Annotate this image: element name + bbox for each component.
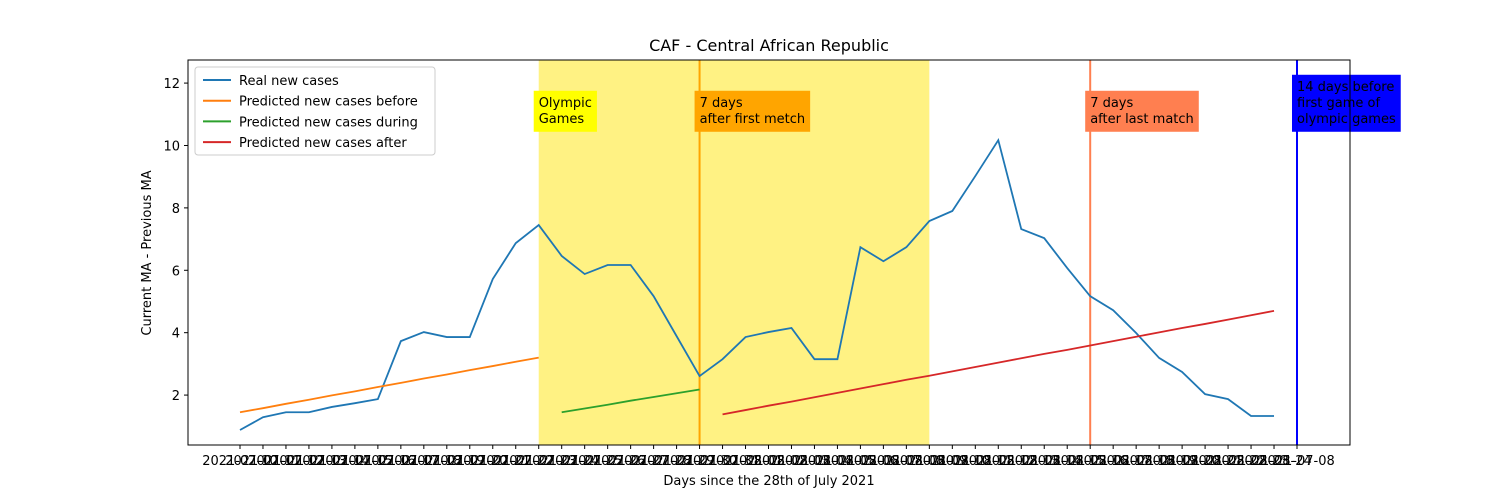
y-tick-label: 2 bbox=[172, 389, 180, 404]
legend-label: Predicted new cases before bbox=[239, 95, 418, 110]
annotation-text: first game of bbox=[1297, 96, 1381, 111]
x-tick-label: 2021-08-14 bbox=[1006, 454, 1082, 469]
x-tick-label: 2021-07-24 bbox=[524, 454, 600, 469]
series-line bbox=[722, 309, 1275, 416]
series-line bbox=[561, 388, 700, 414]
annotation-text: after first metch bbox=[700, 112, 806, 127]
x-tick-label: 2021-07-20 bbox=[432, 454, 508, 469]
x-tick-label: 2021-07-21 bbox=[455, 454, 531, 469]
y-tick-label: 4 bbox=[172, 327, 180, 342]
legend-label: Predicted new cases during bbox=[239, 115, 418, 130]
legend-box bbox=[194, 66, 436, 156]
annotation-text: 7 days bbox=[1090, 96, 1133, 111]
x-tick-label: 2021-07-29 bbox=[639, 454, 715, 469]
annotation-box bbox=[694, 90, 811, 132]
x-tick-label: 2021-08-17 bbox=[1075, 454, 1151, 469]
x-tick-label: 2021-08-06 bbox=[823, 454, 899, 469]
x-tick-label: 2021-07-08 bbox=[1259, 454, 1335, 469]
x-tick-label: 2021-08-22 bbox=[1190, 454, 1266, 469]
x-tick-label: 2021-07-11 bbox=[225, 454, 301, 469]
annotation-text: Olympic bbox=[539, 96, 592, 111]
x-tick-label: 2021-08-10 bbox=[915, 454, 991, 469]
annotation-box bbox=[1085, 90, 1199, 132]
x-tick-label: 2021-07-28 bbox=[616, 454, 692, 469]
annotation-text: after last match bbox=[1090, 112, 1194, 127]
chart-title: CAF - Central African Republic bbox=[649, 36, 889, 55]
x-tick-label: 2021-08-12 bbox=[961, 454, 1037, 469]
x-tick-label: 2021-08-03 bbox=[754, 454, 830, 469]
x-tick-label: 2021-08-24 bbox=[1236, 454, 1312, 469]
x-tick-label: 2021-08-23 bbox=[1213, 454, 1289, 469]
x-tick-label: 2021-07-27 bbox=[593, 454, 669, 469]
x-tick-label: 2021-07-19 bbox=[409, 454, 485, 469]
x-tick-label: 2021-08-21 bbox=[1167, 454, 1243, 469]
x-axis-label: Days since the 28th of July 2021 bbox=[663, 474, 874, 489]
x-tick-label: 2021-08-02 bbox=[731, 454, 807, 469]
y-axis-label: Current MA - Previous MA bbox=[140, 170, 155, 335]
x-tick-label: 2021-08-11 bbox=[938, 454, 1014, 469]
x-tick-label: 2021-08-19 bbox=[1121, 454, 1197, 469]
x-tick-label: 2021-07-14 bbox=[294, 454, 370, 469]
x-tick-label: 2021-07-13 bbox=[271, 454, 347, 469]
legend-label: Real new cases bbox=[239, 74, 339, 89]
x-tick-label: 2021-08-13 bbox=[983, 454, 1059, 469]
x-tick-label: 2021-07-23 bbox=[501, 454, 577, 469]
x-tick-label: 2021-07-18 bbox=[386, 454, 462, 469]
x-tick-label: 2021-08-18 bbox=[1098, 454, 1174, 469]
x-tick-label: 2021-07-30 bbox=[662, 454, 738, 469]
annotation-text: 14 days before bbox=[1297, 80, 1394, 95]
x-tick-label: 2021-07-31 bbox=[685, 454, 761, 469]
y-tick-label: 8 bbox=[172, 202, 180, 217]
y-tick-label: 10 bbox=[163, 139, 180, 154]
x-tick-label: 2021-08-08 bbox=[869, 454, 945, 469]
x-tick-label: 2021-07-12 bbox=[248, 454, 324, 469]
annotation-text: 7 days bbox=[700, 96, 743, 111]
annotation-box bbox=[1292, 74, 1401, 132]
x-tick-label: 2021-07-22 bbox=[478, 454, 554, 469]
y-tick-label: 12 bbox=[163, 77, 180, 92]
x-tick-label: 2021-08-05 bbox=[800, 454, 876, 469]
plot-frame bbox=[187, 59, 1351, 446]
x-tick-label: 2021-07-15 bbox=[317, 454, 393, 469]
x-tick-label: 2021-08-16 bbox=[1052, 454, 1128, 469]
x-tick-label: 2021-07-16 bbox=[340, 454, 416, 469]
annotation-text: olympic games bbox=[1297, 112, 1396, 127]
x-tick-label: 2021-08-20 bbox=[1144, 454, 1220, 469]
x-tick-label: 2021-07-17 bbox=[363, 454, 439, 469]
x-tick-label: 2021-07-25 bbox=[547, 454, 623, 469]
series-line bbox=[239, 356, 539, 414]
x-tick-label: 2021-08-01 bbox=[708, 454, 784, 469]
annotation-box bbox=[533, 90, 597, 132]
x-tick-label: 2021-07-10 bbox=[202, 454, 278, 469]
annotation-text: Games bbox=[539, 112, 585, 127]
x-tick-label: 2021-08-04 bbox=[777, 454, 853, 469]
y-tick-label: 6 bbox=[172, 264, 180, 279]
x-tick-label: 2021-07-26 bbox=[570, 454, 646, 469]
x-tick-label: 2021-08-15 bbox=[1029, 454, 1105, 469]
x-tick-label: 2021-08-07 bbox=[846, 454, 922, 469]
legend-label: Predicted new cases after bbox=[239, 136, 407, 151]
series-line bbox=[239, 137, 1275, 431]
x-tick-label: 2021-08-09 bbox=[892, 454, 968, 469]
